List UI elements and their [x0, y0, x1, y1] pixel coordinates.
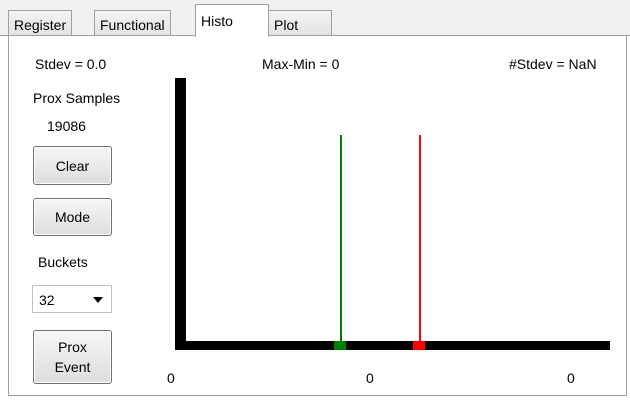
green-marker-line — [340, 135, 342, 345]
tab-plot[interactable]: Plot — [268, 10, 332, 35]
x-tick-label-left: 0 — [167, 370, 175, 386]
prox-samples-label: Prox Samples — [33, 90, 121, 106]
buckets-label: Buckets — [38, 254, 88, 270]
tab-strip-divider — [0, 35, 630, 36]
clear-button[interactable]: Clear — [33, 146, 112, 185]
tab-register[interactable]: Register — [8, 10, 73, 35]
prox-event-label-line1: Prox — [58, 339, 87, 355]
stdev-label: Stdev = 0.0 — [35, 56, 107, 72]
prox-samples-value: 19086 — [47, 118, 86, 134]
red-marker-line — [419, 135, 421, 345]
histogram-x-axis — [175, 341, 610, 350]
tab-functional[interactable]: Functional — [94, 10, 171, 35]
buckets-select[interactable]: 32 — [32, 285, 112, 313]
red-bucket-marker — [413, 341, 425, 350]
tab-histo[interactable]: Histo — [195, 4, 269, 37]
buckets-select-value: 32 — [39, 292, 55, 308]
prox-event-label-line2: Event — [54, 359, 91, 375]
num-stdev-label: #Stdev = NaN — [509, 56, 597, 72]
x-tick-label-mid: 0 — [366, 370, 374, 386]
clear-button-label: Clear — [55, 157, 90, 174]
max-min-label: Max-Min = 0 — [262, 56, 340, 72]
x-tick-label-right: 0 — [567, 370, 575, 386]
prox-event-button[interactable]: Prox Event — [33, 330, 112, 384]
histogram-y-axis — [175, 78, 186, 350]
green-bucket-marker — [334, 341, 346, 350]
mode-button-label: Mode — [54, 209, 91, 225]
mode-button[interactable]: Mode — [33, 198, 112, 236]
chevron-down-icon — [93, 297, 103, 303]
